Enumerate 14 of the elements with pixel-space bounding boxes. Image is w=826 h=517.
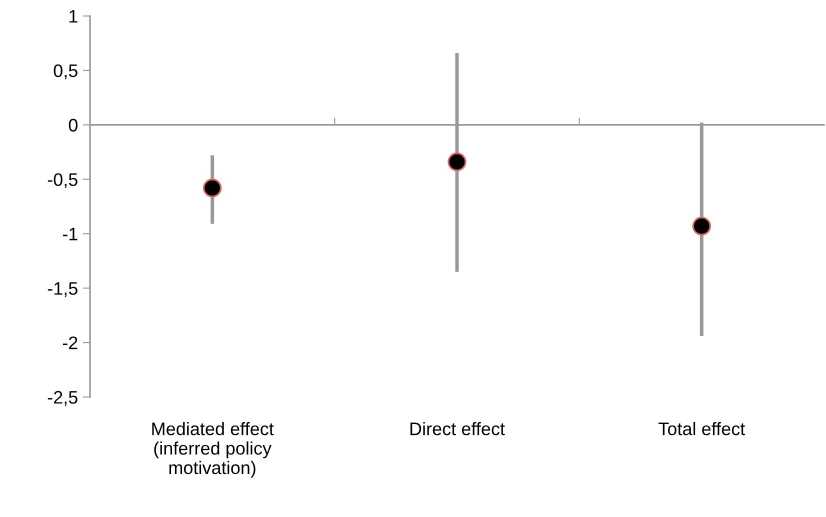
x-tick-label: Total effect: [658, 422, 746, 436]
y-tick-label: 1: [70, 10, 78, 23]
point: [202, 178, 222, 198]
y-tick-label: -1,5: [48, 282, 78, 297]
point: [692, 216, 712, 236]
y-tick-label: 0,5: [54, 64, 78, 80]
x-tick-label: Mediated effect (inferred policy motivation): [152, 422, 274, 478]
y-tick-label: -2: [62, 336, 78, 350]
point: [448, 152, 466, 172]
x-tick-label: Direct effect: [410, 422, 505, 436]
y-tick-label: -2,5: [48, 390, 78, 406]
y-tick-label: -0,5: [48, 173, 78, 188]
y-tick-label: 0: [68, 118, 78, 132]
y-tick-label: -1: [62, 228, 78, 240]
